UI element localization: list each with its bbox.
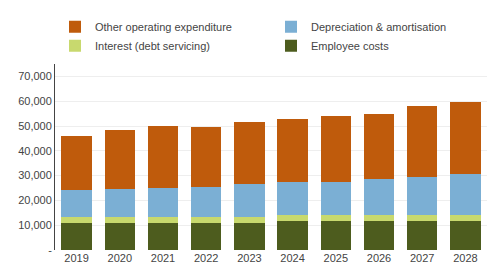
svg-text:20,000: 20,000 (18, 194, 52, 206)
svg-text:2024: 2024 (280, 252, 304, 264)
svg-text:2025: 2025 (324, 252, 348, 264)
svg-text:Employee costs: Employee costs (311, 40, 389, 52)
svg-text:10,000: 10,000 (18, 219, 52, 231)
svg-text:2023: 2023 (237, 252, 261, 264)
svg-text:2021: 2021 (151, 252, 175, 264)
svg-text:2019: 2019 (64, 252, 88, 264)
svg-text:30,000: 30,000 (18, 169, 52, 181)
svg-text:2026: 2026 (367, 252, 391, 264)
svg-text:Other operating expenditure: Other operating expenditure (95, 21, 232, 33)
svg-text:70,000: 70,000 (18, 70, 52, 82)
svg-text:-: - (48, 244, 52, 256)
svg-text:2020: 2020 (108, 252, 132, 264)
svg-text:40,000: 40,000 (18, 145, 52, 157)
svg-text:60,000: 60,000 (18, 95, 52, 107)
svg-text:50,000: 50,000 (18, 120, 52, 132)
svg-text:2027: 2027 (410, 252, 434, 264)
svg-text:Depreciation & amortisation: Depreciation & amortisation (311, 21, 446, 33)
svg-text:2028: 2028 (453, 252, 477, 264)
svg-text:2022: 2022 (194, 252, 218, 264)
svg-text:Interest (debt servicing): Interest (debt servicing) (95, 40, 210, 52)
